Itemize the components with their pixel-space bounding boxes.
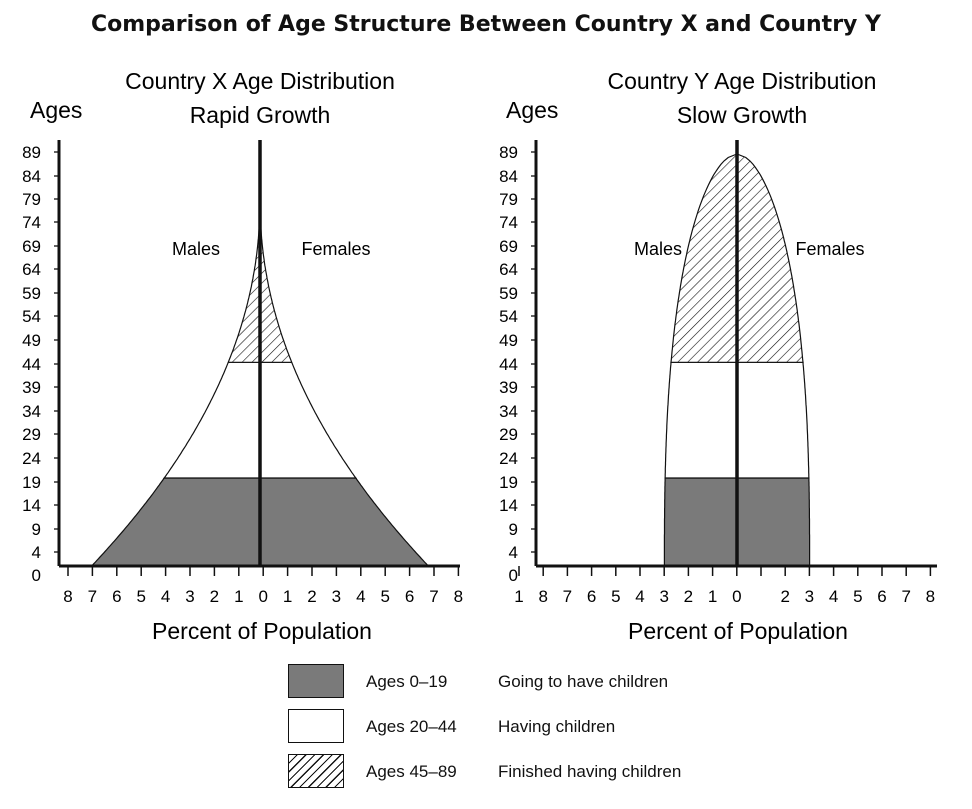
x-tick-label: 4 xyxy=(356,587,365,606)
chart-y-males-label: Males xyxy=(634,239,682,259)
x-tick-label: 5 xyxy=(853,587,862,606)
chart-y-title: Country Y Age Distribution xyxy=(608,68,877,94)
chart-x-females-label: Females xyxy=(301,239,370,259)
y-tick-label: 44 xyxy=(499,355,518,374)
y-tick-label: 4 xyxy=(32,543,41,562)
y-tick-label: 39 xyxy=(22,378,41,397)
chart-x-ylabel: Ages xyxy=(30,97,82,123)
y-tick-label: 84 xyxy=(22,167,41,186)
y-tick-label: 69 xyxy=(499,237,518,256)
legend-description: Finished having children xyxy=(498,762,682,781)
x-tick-label: 3 xyxy=(805,587,814,606)
y-tick-label: 9 xyxy=(32,520,41,539)
x-tick-label: 7 xyxy=(563,587,572,606)
y-tick-label: 0 xyxy=(509,566,518,585)
legend-description: Having children xyxy=(498,717,616,736)
x-tick-label: 1 xyxy=(283,587,292,606)
y-tick-label: 34 xyxy=(22,402,41,421)
x-tick-label: 2 xyxy=(684,587,693,606)
x-tick-label: 2 xyxy=(780,587,789,606)
x-tick-label: 6 xyxy=(877,587,886,606)
y-tick-label: 74 xyxy=(499,213,518,232)
y-tick-label: 44 xyxy=(22,355,41,374)
legend-swatch-white xyxy=(288,709,344,743)
y-tick-label: 19 xyxy=(22,473,41,492)
x-tick-label: 5 xyxy=(136,587,145,606)
y-tick-label: 29 xyxy=(22,425,41,444)
x-tick-label: 5 xyxy=(380,587,389,606)
y-tick-label: 79 xyxy=(22,190,41,209)
y-tick-label: 69 xyxy=(22,237,41,256)
x-tick-label: 0 xyxy=(732,587,741,606)
chart-x-males-label: Males xyxy=(172,239,220,259)
x-tick-label: 1 xyxy=(514,587,523,606)
y-tick-label: 29 xyxy=(499,425,518,444)
y-tick-label: 14 xyxy=(499,496,518,515)
x-tick-label: 3 xyxy=(185,587,194,606)
country-x-chart: Country X Age Distribution Rapid Growth … xyxy=(22,68,463,644)
x-tick-label: 0 xyxy=(258,587,267,606)
country-y-chart: Country Y Age Distribution Slow Growth A… xyxy=(499,68,937,644)
x-tick-label: 6 xyxy=(587,587,596,606)
x-tick-label: 7 xyxy=(429,587,438,606)
legend-age-range: Ages 45–89 xyxy=(366,762,457,781)
y-tick-label: 79 xyxy=(499,190,518,209)
x-tick-label: 2 xyxy=(210,587,219,606)
x-tick-label: 5 xyxy=(611,587,620,606)
y-tick-label: 0 xyxy=(32,566,41,585)
y-tick-label: 89 xyxy=(499,143,518,162)
y-tick-label: 59 xyxy=(22,284,41,303)
chart-x-title: Country X Age Distribution xyxy=(125,68,395,94)
y-tick-label: 14 xyxy=(22,496,41,515)
y-tick-label: 9 xyxy=(509,520,518,539)
chart-x-xlabel: Percent of Population xyxy=(152,618,372,644)
x-tick-label: 4 xyxy=(161,587,170,606)
x-tick-label: 3 xyxy=(332,587,341,606)
x-tick-label: 1 xyxy=(708,587,717,606)
chart-y-ylabel: Ages xyxy=(506,97,558,123)
y-tick-label: 74 xyxy=(22,213,41,232)
legend-swatch-hatched xyxy=(288,754,344,788)
y-tick-label: 49 xyxy=(499,331,518,350)
y-tick-label: 39 xyxy=(499,378,518,397)
y-tick-label: 64 xyxy=(22,260,41,279)
main-title: Comparison of Age Structure Between Coun… xyxy=(91,12,881,37)
y-tick-label: 4 xyxy=(509,543,518,562)
chart-y-subtitle: Slow Growth xyxy=(677,102,807,128)
chart-y-females-label: Females xyxy=(795,239,864,259)
x-tick-label: 8 xyxy=(454,587,463,606)
y-tick-label: 54 xyxy=(22,307,41,326)
x-tick-label: 2 xyxy=(307,587,316,606)
x-tick-label: 7 xyxy=(901,587,910,606)
x-tick-label: 6 xyxy=(405,587,414,606)
x-tick-label: 6 xyxy=(112,587,121,606)
x-tick-label: 1 xyxy=(234,587,243,606)
legend-swatch-gray xyxy=(288,664,344,698)
y-tick-label: 19 xyxy=(499,473,518,492)
chart-y-xlabel: Percent of Population xyxy=(628,618,848,644)
y-tick-label: 24 xyxy=(22,449,41,468)
legend-age-range: Ages 20–44 xyxy=(366,717,457,736)
x-tick-label: 3 xyxy=(659,587,668,606)
x-tick-label: 8 xyxy=(926,587,935,606)
y-tick-label: 34 xyxy=(499,402,518,421)
x-tick-label: 8 xyxy=(63,587,72,606)
legend-description: Going to have children xyxy=(498,672,669,691)
y-tick-label: 24 xyxy=(499,449,518,468)
x-tick-label: 8 xyxy=(538,587,547,606)
legend-age-range: Ages 0–19 xyxy=(366,672,448,691)
x-tick-label: 4 xyxy=(635,587,644,606)
y-tick-label: 59 xyxy=(499,284,518,303)
y-tick-label: 54 xyxy=(499,307,518,326)
chart-x-subtitle: Rapid Growth xyxy=(190,102,331,128)
y-tick-label: 49 xyxy=(22,331,41,350)
y-tick-label: 84 xyxy=(499,167,518,186)
x-tick-label: 4 xyxy=(829,587,838,606)
y-tick-label: 64 xyxy=(499,260,518,279)
y-tick-label: 89 xyxy=(22,143,41,162)
x-tick-label: 7 xyxy=(88,587,97,606)
